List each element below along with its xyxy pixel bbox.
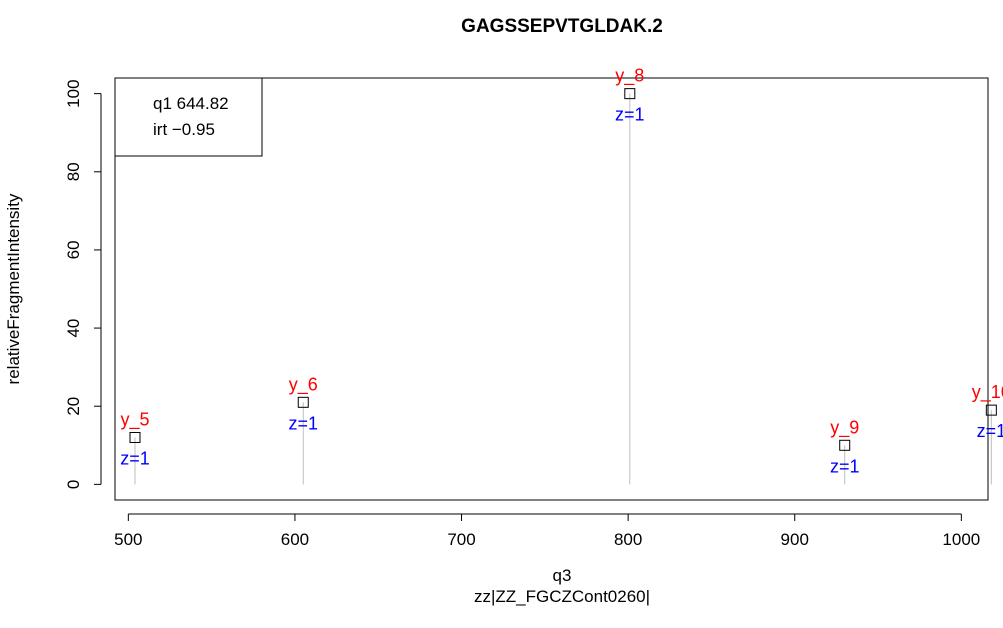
x-tick-label: 500 [114, 530, 142, 549]
y-axis: 0 20 40 60 80 100 [64, 79, 102, 489]
legend-irt: irt −0.95 [153, 120, 215, 139]
y-tick-label: 20 [64, 397, 83, 416]
plot-frame [114, 77, 989, 501]
peak-point [839, 439, 851, 451]
charge-label: z=1 [288, 413, 318, 433]
chart-title: GAGSSEPVTGLDAK.2 [461, 16, 663, 37]
ion-label: y_10 [972, 382, 1003, 403]
x-axis: 500 600 700 800 900 1000 [114, 513, 980, 549]
charge-label: z=1 [977, 421, 1003, 441]
y-tick-label: 60 [64, 240, 83, 259]
ion-label: y_5 [120, 409, 149, 430]
charge-label: z=1 [615, 105, 645, 125]
x-tick-label: 1000 [942, 530, 980, 549]
ion-label: y_9 [830, 417, 859, 438]
legend-box: q1 644.82 irt −0.95 [114, 77, 263, 157]
charge-label: z=1 [120, 448, 150, 468]
x-axis-label: q3 [553, 566, 572, 585]
charge-label: z=1 [830, 456, 860, 476]
x-tick-label: 600 [281, 530, 309, 549]
peak-point [297, 396, 309, 408]
ion-label: y_8 [615, 66, 644, 87]
x-tick-label: 800 [614, 530, 642, 549]
y-tick-label: 100 [64, 79, 83, 107]
legend-q1: q1 644.82 [153, 94, 229, 113]
points-layer [129, 88, 997, 451]
peak-point [129, 431, 141, 443]
y-axis-label: relativeFragmentIntensity [4, 193, 23, 384]
labels-layer: y_5 z=1 y_6 z=1 y_8 z=1 y_9 z=1 y_10 z=1 [120, 66, 1003, 477]
y-tick-label: 80 [64, 162, 83, 181]
stems-layer [134, 93, 992, 485]
x-tick-label: 900 [781, 530, 809, 549]
peak-point [985, 404, 997, 416]
x-axis-sublabel: zz|ZZ_FGCZCont0260| [474, 587, 650, 606]
y-tick-label: 0 [64, 480, 83, 489]
y-tick-label: 40 [64, 319, 83, 338]
legend-frame [114, 77, 263, 157]
ion-label: y_6 [289, 374, 318, 395]
peak-point [624, 88, 636, 100]
x-tick-label: 700 [447, 530, 475, 549]
